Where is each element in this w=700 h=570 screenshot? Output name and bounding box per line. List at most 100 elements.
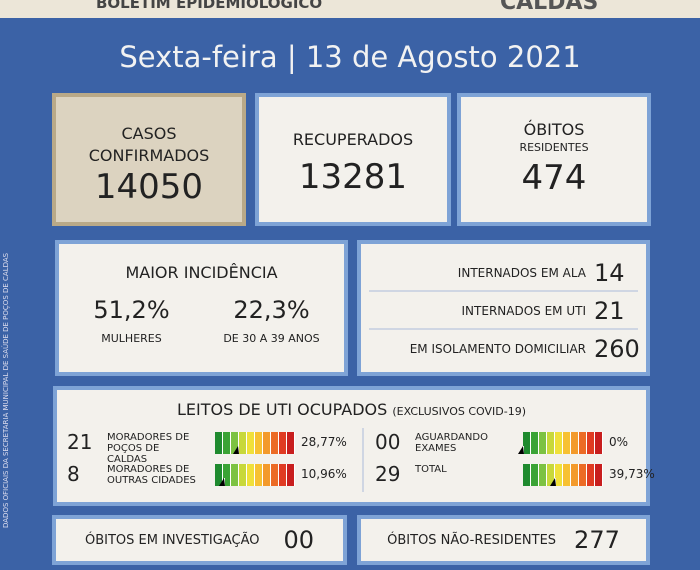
footer-label: ÓBITOS EM INVESTIGAÇÃO: [84, 532, 260, 548]
divider: [362, 428, 364, 492]
gauge-segment: [255, 464, 263, 486]
gauge-segment: [223, 464, 231, 486]
incidence-title: MAIOR INCIDÊNCIA: [125, 263, 278, 282]
gauge-segment: [563, 464, 571, 486]
hospital-label: EM ISOLAMENTO DOMICILIAR: [409, 342, 586, 356]
icu-percent: 10,96%: [301, 467, 347, 481]
hospital-card: INTERNADOS EM ALA 14 INTERNADOS EM UTI 21 EM…: [357, 240, 650, 376]
icu-percent: 39,73%: [609, 467, 655, 481]
gauge-segment: [531, 432, 539, 454]
gauge-segment: [231, 464, 239, 486]
gauge-segment: [555, 464, 563, 486]
gauge-segment: [287, 464, 295, 486]
card-label: ÓBITOS: [523, 120, 585, 139]
hospital-label: INTERNADOS EM UTI: [461, 304, 586, 318]
gauge-segment: [523, 432, 531, 454]
icu-card: LEITOS DE UTI OCUPADOS (EXCLUSIVOS COVID…: [53, 386, 655, 506]
icu-count: 00: [375, 430, 401, 454]
gauge-segment: [587, 432, 595, 454]
gauge-segment: [239, 432, 247, 454]
cases-card: CASOS CONFIRMADOS 14050: [52, 93, 246, 226]
gauge-segment: [579, 432, 587, 454]
card-label: CASOS CONFIRMADOS: [88, 124, 210, 165]
incidence-label: DE 30 A 39 ANOS: [223, 332, 320, 345]
footer-label: ÓBITOS NÃO-RESIDENTES: [387, 532, 557, 548]
icu-label: AGUARDANDO EXAMES: [415, 432, 488, 454]
icu-count: 8: [67, 462, 80, 486]
gauge-segment: [271, 464, 279, 486]
gauge-segment: [595, 464, 603, 486]
deaths-card: ÓBITOS RESIDENTES 474: [457, 93, 651, 226]
footer-value: 277: [574, 526, 620, 554]
icu-label: MORADORES DE OUTRAS CIDADES: [107, 464, 196, 486]
header-title: BOLETIM EPIDEMIOLÓGICO: [96, 0, 323, 12]
gauge-segment: [531, 464, 539, 486]
gauge-segment: [595, 432, 603, 454]
gauge-segment: [539, 464, 547, 486]
gauge-marker: [218, 478, 225, 486]
gauge-segment: [231, 432, 239, 454]
gauge-segment: [523, 464, 531, 486]
gauge-segment: [571, 464, 579, 486]
gauge: [518, 432, 603, 454]
hospital-value: 21: [594, 297, 625, 325]
gauge-marker: [233, 446, 240, 454]
gauge: [215, 464, 295, 486]
hospital-label: INTERNADOS EM ALA: [457, 266, 586, 280]
gauge-segment: [215, 432, 223, 454]
card-label: RECUPERADOS: [292, 130, 414, 149]
hospital-value: 14: [594, 259, 625, 287]
incidence-value: 22,3%: [233, 296, 310, 324]
hospital-row: INTERNADOS EM UTI 21: [369, 294, 638, 330]
card-value: 474: [521, 158, 587, 198]
gauge-marker: [549, 478, 556, 486]
gauge-segment: [223, 432, 231, 454]
side-note: DADOS OFICIAIS DA SECRETARIA MUNICIPAL D…: [2, 252, 10, 528]
card-sublabel: RESIDENTES: [519, 141, 589, 154]
date: Sexta-feira | 13 de Agosto 2021: [119, 40, 581, 74]
gauge-segment: [255, 432, 263, 454]
gauge-segment: [539, 432, 547, 454]
icu-percent: 28,77%: [301, 435, 347, 449]
gauge-segment: [271, 432, 279, 454]
gauge: [523, 464, 603, 486]
icu-label: TOTAL: [415, 464, 447, 475]
hospital-row: INTERNADOS EM ALA 14: [369, 256, 638, 292]
gauge-segment: [239, 464, 247, 486]
investigation-card: ÓBITOS EM INVESTIGAÇÃO 00: [52, 515, 347, 565]
incidence-card: MAIOR INCIDÊNCIA 51,2% MULHERES 22,3% DE…: [55, 240, 348, 376]
gauge-segment: [247, 432, 255, 454]
gauge-segment: [563, 432, 571, 454]
gauge-segment: [215, 464, 223, 486]
icu-label: MORADORES DE POÇOS DE CALDAS: [107, 432, 190, 465]
gauge-segment: [547, 432, 555, 454]
icu-title: LEITOS DE UTI OCUPADOS: [176, 400, 388, 419]
gauge-marker: [518, 446, 524, 454]
gauge-segment: [587, 464, 595, 486]
gauge-segment: [279, 432, 287, 454]
icu-note: (EXCLUSIVOS COVID-19): [392, 405, 526, 418]
gauge-segment: [579, 464, 587, 486]
icu-percent: 0%: [609, 435, 629, 449]
recovered-card: RECUPERADOS 13281: [255, 93, 451, 226]
incidence-label: MULHERES: [101, 332, 162, 345]
gauge-segment: [279, 464, 287, 486]
gauge-segment: [263, 464, 271, 486]
icu-count: 29: [375, 462, 401, 486]
incidence-item: 22,3% DE 30 A 39 ANOS: [199, 296, 344, 345]
gauge-segment: [571, 432, 579, 454]
icu-count: 21: [67, 430, 93, 454]
gauge-segment: [247, 464, 255, 486]
gauge: [215, 432, 295, 454]
hospital-row: EM ISOLAMENTO DOMICILIAR 260: [369, 332, 640, 366]
gauge-segment: [555, 432, 563, 454]
incidence-value: 51,2%: [93, 296, 170, 324]
hospital-value: 260: [594, 335, 640, 363]
gauge-segment: [263, 432, 271, 454]
header-strip: BOLETIM EPIDEMIOLÓGICO CALDAS: [0, 0, 700, 18]
gauge-segment: [547, 464, 555, 486]
card-value: 14050: [94, 167, 204, 207]
brand: CALDAS: [500, 0, 599, 15]
card-value: 13281: [298, 157, 408, 197]
